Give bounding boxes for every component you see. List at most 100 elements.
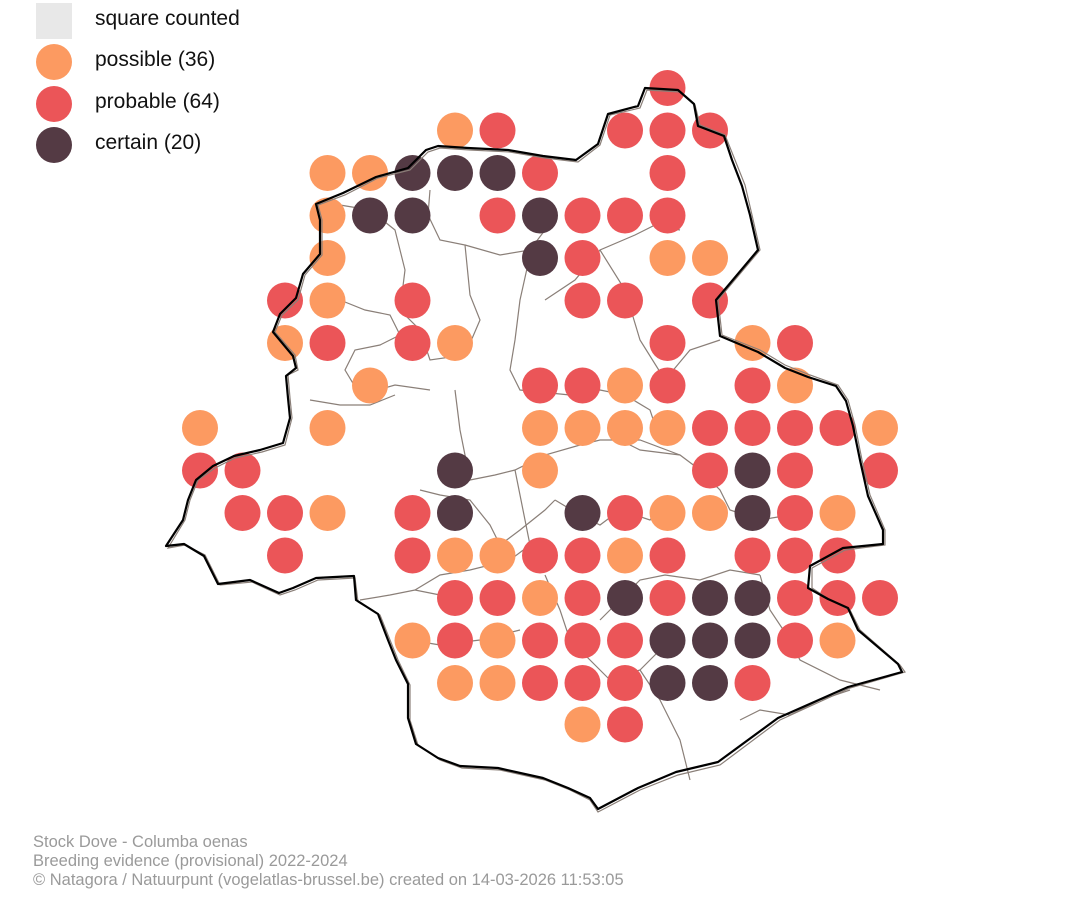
copyright-credit: © Natagora / Natuurpunt (vogelatlas-brus… <box>33 871 624 889</box>
atlas-square-probable <box>607 495 643 531</box>
atlas-square-certain <box>522 240 558 276</box>
atlas-square-possible <box>309 197 346 234</box>
atlas-square-probable <box>437 622 473 659</box>
atlas-square-probable <box>649 155 686 191</box>
atlas-square-probable <box>734 410 771 446</box>
atlas-square-possible <box>522 580 558 616</box>
atlas-square-certain <box>352 197 388 234</box>
atlas-square-probable <box>692 282 728 319</box>
atlas-square-probable <box>777 325 813 361</box>
atlas-square-probable <box>394 282 431 319</box>
atlas-square-probable <box>394 495 431 531</box>
atlas-square-possible <box>479 622 516 659</box>
atlas-square-probable <box>394 537 431 574</box>
atlas-square-possible <box>862 410 898 446</box>
atlas-square-possible <box>309 495 346 531</box>
atlas-square-possible <box>182 410 218 446</box>
atlas-square-probable <box>309 325 346 361</box>
atlas-square-probable <box>182 452 218 489</box>
legend-swatch-possible <box>36 44 72 80</box>
atlas-square-probable <box>522 622 558 659</box>
atlas-square-possible <box>352 367 388 404</box>
atlas-square-probable <box>607 706 643 743</box>
atlas-square-possible <box>819 622 856 659</box>
atlas-square-probable <box>692 452 728 489</box>
atlas-square-probable <box>224 495 261 531</box>
atlas-square-possible <box>309 282 346 319</box>
atlas-square-probable <box>649 325 686 361</box>
atlas-square-probable <box>819 537 856 574</box>
legend-label-square-counted: square counted <box>95 7 240 30</box>
legend-item-possible: possible (36) <box>36 41 356 81</box>
atlas-square-possible <box>437 112 473 149</box>
atlas-square-probable <box>777 622 813 659</box>
atlas-square-probable <box>777 580 813 616</box>
atlas-square-possible <box>564 410 601 446</box>
species-name: Stock Dove - Columba oenas <box>33 833 248 851</box>
atlas-square-probable <box>564 665 601 701</box>
atlas-square-certain <box>394 155 431 191</box>
atlas-square-certain <box>607 580 643 616</box>
atlas-square-possible <box>352 155 388 191</box>
atlas-square-probable <box>564 580 601 616</box>
atlas-square-possible <box>607 537 643 574</box>
atlas-square-certain <box>692 622 728 659</box>
region-boundary-shadow <box>166 89 906 813</box>
legend-label-certain: certain (20) <box>95 131 202 154</box>
atlas-square-probable <box>649 537 686 574</box>
atlas-square-possible <box>437 537 473 574</box>
legend-label-possible: possible (36) <box>95 48 216 71</box>
atlas-square-probable <box>564 367 601 404</box>
atlas-square-possible <box>692 495 728 531</box>
atlas-square-possible <box>437 665 473 701</box>
atlas-square-probable <box>777 410 813 446</box>
atlas-square-certain <box>394 197 431 234</box>
atlas-square-probable <box>734 367 771 404</box>
atlas-square-possible <box>819 495 856 531</box>
atlas-square-probable <box>437 580 473 616</box>
atlas-square-probable <box>564 622 601 659</box>
atlas-square-certain <box>437 452 473 489</box>
atlas-square-probable <box>649 112 686 149</box>
atlas-square-probable <box>692 410 728 446</box>
atlas-square-certain <box>692 580 728 616</box>
atlas-square-possible <box>522 452 558 489</box>
atlas-square-probable <box>564 197 601 234</box>
atlas-square-probable <box>607 282 643 319</box>
atlas-square-certain <box>734 580 771 616</box>
atlas-square-probable <box>777 537 813 574</box>
atlas-square-probable <box>564 282 601 319</box>
atlas-square-possible <box>394 622 431 659</box>
atlas-square-probable <box>649 70 686 106</box>
atlas-square-certain <box>734 495 771 531</box>
atlas-square-possible <box>309 155 346 191</box>
atlas-square-certain <box>649 622 686 659</box>
legend-swatch-certain <box>36 127 72 163</box>
atlas-square-possible <box>479 665 516 701</box>
atlas-square-probable <box>267 495 303 531</box>
atlas-square-possible <box>607 410 643 446</box>
atlas-square-probable <box>607 622 643 659</box>
atlas-square-probable <box>564 537 601 574</box>
atlas-square-possible <box>692 240 728 276</box>
atlas-square-possible <box>309 240 346 276</box>
atlas-square-probable <box>522 665 558 701</box>
atlas-square-probable <box>777 452 813 489</box>
atlas-square-possible <box>734 325 771 361</box>
atlas-square-certain <box>692 665 728 701</box>
atlas-square-probable <box>394 325 431 361</box>
atlas-square-probable <box>649 367 686 404</box>
atlas-square-probable <box>479 197 516 234</box>
atlas-square-possible <box>309 410 346 446</box>
atlas-square-certain <box>522 197 558 234</box>
atlas-square-probable <box>819 410 856 446</box>
atlas-square-certain <box>479 155 516 191</box>
map-subtitle: Breeding evidence (provisional) 2022-202… <box>33 852 348 870</box>
atlas-square-probable <box>479 112 516 149</box>
atlas-square-possible <box>479 537 516 574</box>
atlas-square-certain <box>564 495 601 531</box>
legend-swatch-square-counted <box>36 3 72 39</box>
atlas-square-probable <box>649 197 686 234</box>
legend-swatch-probable <box>36 86 72 122</box>
